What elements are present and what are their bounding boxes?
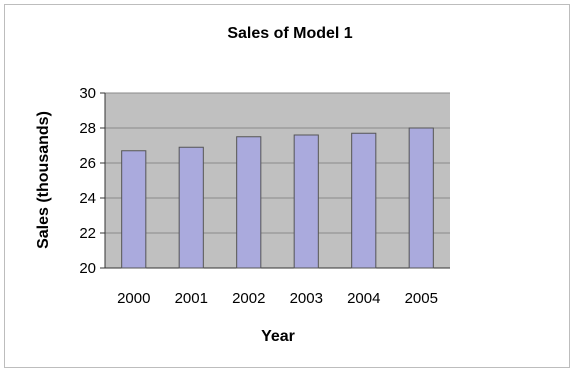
x-tick-label: 2002 [232, 290, 265, 307]
x-tick-label: 2001 [175, 290, 208, 307]
y-tick-label: 28 [79, 120, 96, 137]
bar-2004 [351, 132, 377, 269]
x-tick-label: 2000 [117, 290, 150, 307]
y-axis-label: Sales (thousands) [35, 111, 52, 249]
bar-2001 [178, 146, 204, 269]
x-axis-label: Year [261, 328, 295, 345]
bar-2002 [236, 136, 262, 269]
x-tick-label: 2005 [405, 290, 438, 307]
y-tick-label: 30 [79, 85, 96, 102]
plot-area: 20 22 24 26 28 30 2000 2001 2002 2003 2004 2005 [79, 85, 450, 307]
bar-2000 [121, 150, 147, 269]
bar-2005 [408, 127, 434, 269]
y-tick-label: 24 [79, 190, 96, 207]
y-tick-label: 22 [79, 225, 96, 242]
y-tick-label: 26 [79, 155, 96, 172]
plot-background [105, 93, 450, 268]
chart-title: Sales of Model 1 [227, 25, 352, 42]
x-tick-label: 2004 [347, 290, 380, 307]
bar-2003 [293, 134, 319, 269]
y-tick-label: 20 [79, 260, 96, 277]
x-tick-label: 2003 [290, 290, 323, 307]
